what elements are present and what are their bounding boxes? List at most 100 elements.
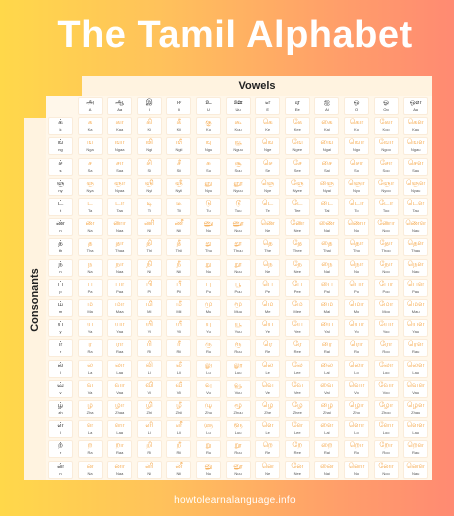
tamil-letter: கு	[205, 118, 212, 127]
romanization: Thai	[323, 248, 331, 254]
romanization: Thuu	[233, 248, 243, 254]
tamil-letter: ஞா	[114, 178, 126, 187]
tamil-letter: பீ	[176, 279, 182, 288]
syllable-cell: ஙோ Ngoo	[373, 137, 399, 156]
tamil-letter: ரி	[146, 340, 152, 349]
syllable-cell: ழொ Zho	[344, 400, 369, 418]
romanization: Nuu	[234, 228, 242, 234]
tamil-letter: ஞி	[144, 178, 154, 187]
romanization: n	[59, 228, 62, 234]
tamil-letter: சை	[321, 158, 333, 167]
tamil-letter: டை	[320, 199, 333, 207]
syllable-cell: லோ Loo	[373, 359, 399, 378]
tamil-letter: ழே	[291, 401, 303, 409]
syllable-cell: ஞை Nyai	[314, 177, 340, 196]
romanization: Yau	[412, 329, 420, 335]
romanization: Vai	[324, 389, 330, 395]
syllable-cell: நி Ni	[136, 258, 162, 277]
syllable-cell: ஞே Nyee	[284, 177, 310, 196]
syllable-cell: நை Nai	[314, 258, 340, 277]
tamil-letter: ஞே	[291, 178, 304, 187]
romanization: No	[353, 228, 360, 234]
romanization: Nau	[412, 268, 420, 274]
syllable-cell: கை Kai	[314, 117, 340, 136]
tamil-letter: ழீ	[176, 401, 182, 409]
vowel-cell: ஈ Ii	[166, 97, 192, 115]
syllable-cell: ரு Ru	[196, 339, 221, 358]
romanization: Puu	[234, 288, 242, 294]
tamil-letter: ளை	[320, 421, 334, 430]
romanization: Tuu	[234, 208, 242, 213]
romanization: Zhi	[146, 410, 153, 415]
syllable-cell: னா Naa	[107, 460, 133, 479]
romanization: Tu	[206, 208, 211, 213]
syllable-cell: ழெ Zhe	[255, 400, 281, 418]
romanization: Voo	[382, 389, 390, 395]
syllable-cell: யெ Ye	[255, 319, 281, 338]
tamil-letter: ரொ	[350, 340, 363, 349]
syllable-cell: ணு Nu	[196, 218, 221, 237]
tamil-letter: னி	[145, 461, 154, 470]
tamil-letter: நே	[292, 259, 303, 268]
syllable-cell: லீ Lii	[166, 359, 192, 378]
romanization: Ngii	[175, 147, 183, 153]
tamil-letter: வே	[291, 380, 304, 389]
romanization: No	[353, 268, 360, 274]
romanization: Ree	[293, 450, 301, 456]
tamil-letter: ட	[87, 199, 93, 207]
syllable-cell: ஞோ Nyoo	[373, 177, 399, 196]
romanization: Ree	[293, 349, 301, 355]
syllable-cell: ப Pa	[77, 278, 103, 297]
romanization: Kaa	[116, 127, 124, 133]
consonant-row: ண் n ண Na ணா Naa ணி Ni ணீ Nii ணு Nu ணூ Nuu ணெ Ne ணே Nee ணை…	[46, 217, 432, 237]
syllable-cell: செ Se	[255, 157, 281, 176]
tamil-letter: கை	[321, 118, 333, 127]
romanization: Zhee	[292, 410, 302, 415]
tamil-letter: மு	[204, 300, 213, 308]
romanization: Nee	[293, 228, 301, 234]
syllable-cell: றே Ree	[284, 440, 310, 459]
romanization: Lee	[293, 369, 301, 375]
romanization: m	[58, 309, 63, 314]
syllable-cell: வா Vaa	[107, 379, 133, 398]
romanization: Mai	[323, 309, 331, 314]
syllable-cell: வ Va	[77, 379, 103, 398]
syllable-cell: பொ Po	[344, 278, 369, 297]
syllable-cell: ஙெ Nge	[255, 137, 281, 156]
tamil-letter: னௌ	[406, 461, 425, 470]
tamil-letter: னா	[114, 461, 125, 470]
tamil-letter: நொ	[349, 259, 364, 268]
syllable-cell: ழோ Zhoo	[373, 400, 399, 418]
syllable-cell: வே Vee	[284, 379, 310, 398]
romanization: Zhau	[411, 410, 421, 415]
syllable-cell: மோ Moo	[373, 299, 399, 317]
syllable-cell: ழா Zhaa	[107, 400, 133, 418]
tamil-letter: யெ	[261, 320, 274, 329]
romanization: zh	[58, 410, 63, 415]
romanization: Mo	[353, 309, 360, 314]
romanization: Nga	[86, 147, 94, 153]
syllable-cell: கி Ki	[136, 117, 162, 136]
romanization: Pa	[87, 288, 93, 294]
tamil-letter: ந	[87, 259, 93, 268]
romanization: Aa	[117, 107, 123, 112]
romanization: Nai	[323, 228, 330, 234]
romanization: Loo	[382, 369, 390, 375]
tamil-letter: வை	[320, 380, 334, 389]
syllable-cell: ஞ Nya	[77, 177, 103, 196]
consonant-row: ந் n ந Na நா Naa நி Ni நீ Nii நு Nu நூ Nuu நெ Ne நே Nee நை…	[46, 258, 432, 278]
romanization: Ngi	[146, 147, 153, 153]
romanization: Nyu	[204, 187, 213, 193]
syllable-cell: மௌ Mau	[403, 299, 429, 317]
page-title: The Tamil Alphabet	[57, 14, 413, 56]
romanization: Yii	[176, 329, 182, 335]
romanization: Poo	[382, 288, 390, 294]
romanization: Nii	[176, 470, 182, 476]
romanization: Ro	[353, 349, 360, 355]
syllable-cell: பு Pu	[196, 278, 221, 297]
romanization: Ra	[87, 450, 93, 456]
tamil-letter: ளே	[291, 421, 303, 430]
tamil-letter: மோ	[378, 300, 394, 308]
romanization: Zhe	[264, 410, 272, 415]
